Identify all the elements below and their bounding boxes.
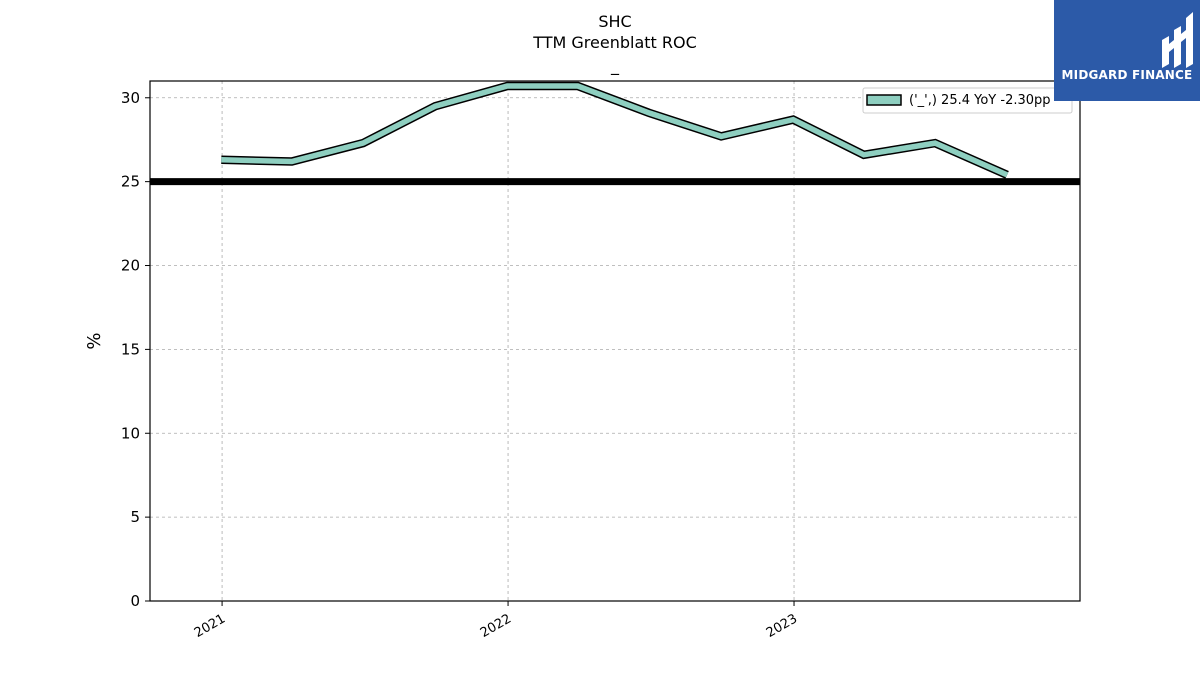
y-tick-label: 10 <box>121 424 140 442</box>
logo-text: MIDGARD FINANCE <box>1061 68 1193 82</box>
x-tick-label: 2023 <box>764 611 800 641</box>
brand-logo: MIDGARD FINANCE <box>1054 0 1200 101</box>
chart-title: SHC <box>598 12 632 31</box>
legend: ('_',) 25.4 YoY -2.30pp <box>862 87 1073 114</box>
y-tick-label: 20 <box>121 257 140 275</box>
series-layer <box>221 81 1009 179</box>
y-tick-label: 0 <box>130 592 140 610</box>
y-axis-label: % <box>84 332 105 349</box>
x-axis: 2021 2022 2023 <box>192 601 800 641</box>
y-tick-label: 5 <box>130 508 140 526</box>
legend-swatch <box>866 94 902 106</box>
legend-label: ('_',) 25.4 YoY -2.30pp <box>909 93 1051 108</box>
y-tick-label: 25 <box>121 173 140 191</box>
logo-mark-icon <box>1162 12 1193 68</box>
x-tick-label: 2021 <box>192 611 228 641</box>
x-tick-label: 2022 <box>478 611 514 641</box>
chart-caption: _ <box>611 56 619 75</box>
y-tick-label: 15 <box>121 340 140 358</box>
series-line <box>221 83 1009 178</box>
y-tick-label: 30 <box>121 89 140 107</box>
plot-frame <box>149 80 1081 602</box>
y-axis: 0 5 10 15 20 25 30 <box>121 89 150 610</box>
chart-subtitle: TTM Greenblatt ROC <box>533 33 697 52</box>
